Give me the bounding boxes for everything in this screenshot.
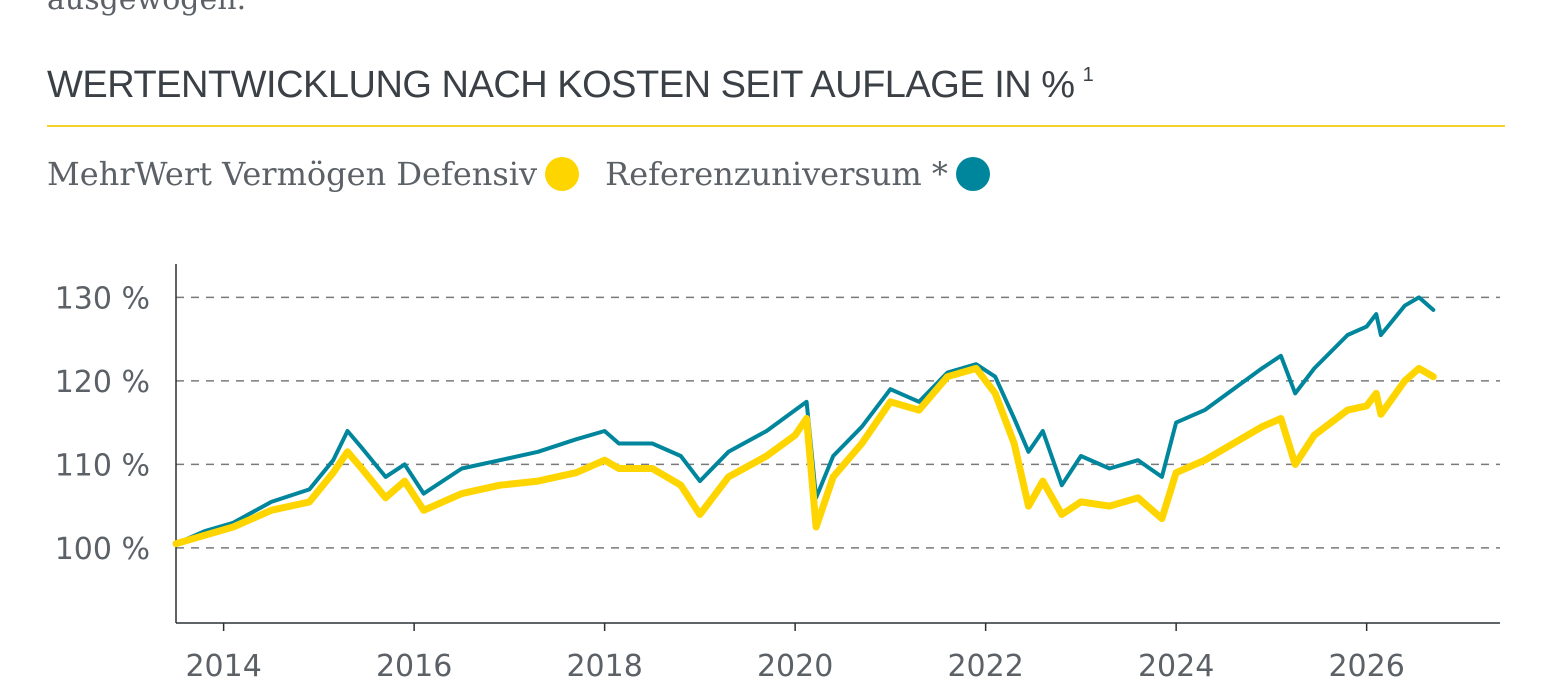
- footnote-marker: 1: [1082, 64, 1094, 86]
- section-title: WERTENTWICKLUNG NACH KOSTEN SEIT AUFLAGE…: [47, 64, 1094, 107]
- x-tick-label-2026: 2026: [1328, 649, 1404, 680]
- y-tick-label-130: 130 %: [55, 281, 150, 316]
- gridlines: [176, 296, 1500, 549]
- legend-item-fund: MehrWert Vermögen Defensiv: [47, 155, 580, 193]
- x-tick-label-2018: 2018: [566, 649, 642, 680]
- tick-labels: 100 % 110 % 120 % 130 % 2014 2016 2018 2020 2022…: [55, 281, 1405, 680]
- series-line-reference: [174, 295, 1436, 546]
- x-tick-label-2024: 2024: [1138, 649, 1214, 680]
- x-tick-label-2014: 2014: [185, 649, 261, 680]
- intro-text: ausgewogen.: [47, 0, 246, 17]
- x-tick-label-2020: 2020: [757, 649, 833, 680]
- axes: [175, 264, 1500, 631]
- legend-dot-reference: [955, 157, 990, 191]
- y-tick-label-120: 120 %: [55, 365, 150, 400]
- series-lines: [172, 295, 1437, 548]
- x-tick-label-2022: 2022: [947, 649, 1023, 680]
- legend-label-fund: MehrWert Vermögen Defensiv: [47, 155, 538, 193]
- title-divider: [47, 125, 1505, 127]
- x-tick-label-2016: 2016: [376, 649, 452, 680]
- section-title-text: WERTENTWICKLUNG NACH KOSTEN SEIT AUFLAGE…: [47, 64, 1075, 106]
- legend-dot-fund: [545, 157, 580, 191]
- y-tick-label-110: 110 %: [55, 448, 150, 483]
- series-line-fund: [172, 364, 1437, 548]
- chart-legend: MehrWert Vermögen Defensiv Referenzunive…: [47, 152, 990, 196]
- y-tick-label-100: 100 %: [55, 532, 150, 567]
- legend-label-reference: Referenzuniversum *: [605, 155, 948, 193]
- legend-item-reference: Referenzuniversum *: [605, 155, 990, 193]
